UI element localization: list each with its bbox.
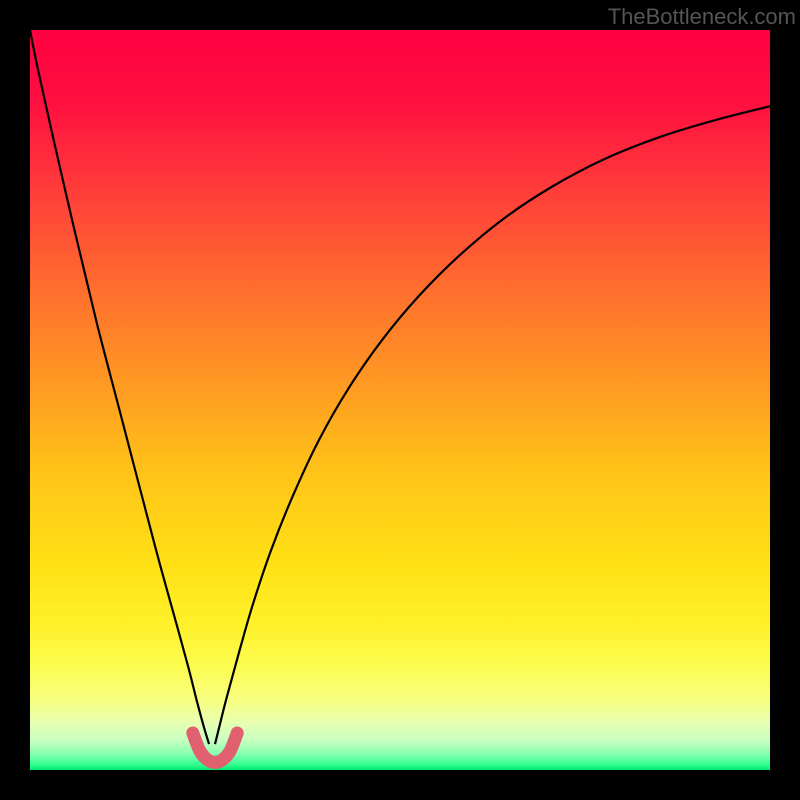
min-marker xyxy=(193,733,237,762)
curve-left xyxy=(30,30,209,744)
curve-overlay xyxy=(30,30,770,770)
plot-area xyxy=(30,30,770,770)
chart-root: TheBottleneck.com xyxy=(0,0,800,800)
curve-right xyxy=(215,106,770,744)
watermark-text: TheBottleneck.com xyxy=(608,4,796,30)
